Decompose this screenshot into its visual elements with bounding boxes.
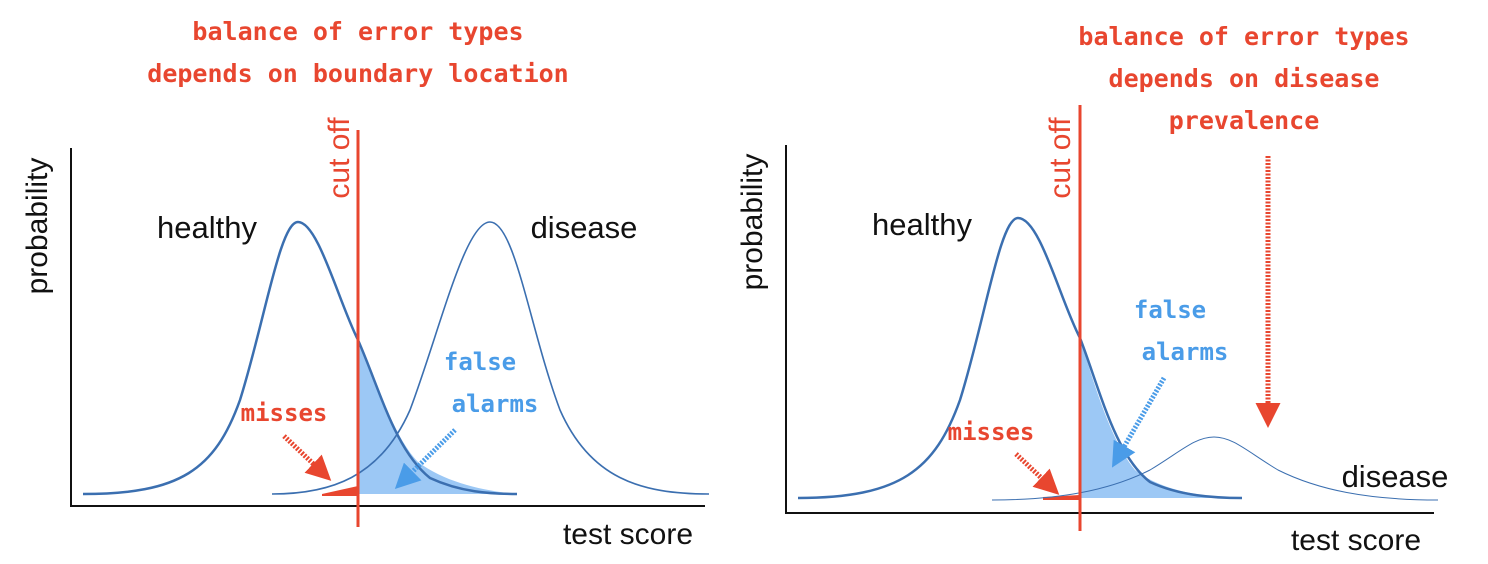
left-healthy-label: healthy: [157, 210, 257, 245]
left-miss-region: [322, 486, 358, 496]
right-misses-label: misses: [948, 418, 1035, 446]
left-x-axis-label: test score: [563, 518, 693, 551]
left-y-axis-label: probability: [21, 158, 54, 295]
right-heading-line1: balance of error types: [1078, 22, 1409, 51]
left-false-alarms-arrow: [394, 428, 457, 490]
left-disease-curve: [271, 221, 710, 495]
left-false-alarm-region: [358, 340, 515, 494]
right-panel: balance of error types depends on diseas…: [736, 22, 1448, 557]
right-y-axis-label: probability: [736, 154, 769, 291]
left-misses-label: misses: [241, 399, 328, 427]
left-cutoff-label: cut off: [323, 117, 356, 199]
right-disease-label: disease: [1342, 459, 1449, 494]
right-miss-region: [1043, 495, 1080, 500]
right-false-alarms-line2: alarms: [1142, 338, 1229, 366]
left-disease-label: disease: [531, 210, 638, 245]
left-misses-arrow: [282, 434, 332, 481]
right-false-alarms-line1: false: [1134, 296, 1206, 324]
right-cutoff-label: cut off: [1044, 117, 1077, 199]
left-false-alarms-line2: alarms: [452, 390, 539, 418]
left-false-alarms-line1: false: [444, 348, 516, 376]
right-false-alarms-arrow: [1111, 376, 1167, 468]
right-healthy-curve: [797, 216, 1243, 500]
right-disease-curve: [991, 436, 1439, 501]
right-x-axis-label: test score: [1291, 524, 1421, 557]
right-healthy-label: healthy: [872, 207, 972, 242]
left-heading-line2: depends on boundary location: [147, 59, 568, 88]
right-heading-line2: depends on disease: [1109, 64, 1380, 93]
left-heading-line1: balance of error types: [192, 17, 523, 46]
left-panel: balance of error types depends on bounda…: [21, 17, 710, 551]
left-healthy-curve: [82, 220, 518, 496]
right-misses-arrow: [1014, 452, 1060, 495]
right-heading-line3: prevalence: [1169, 106, 1320, 135]
